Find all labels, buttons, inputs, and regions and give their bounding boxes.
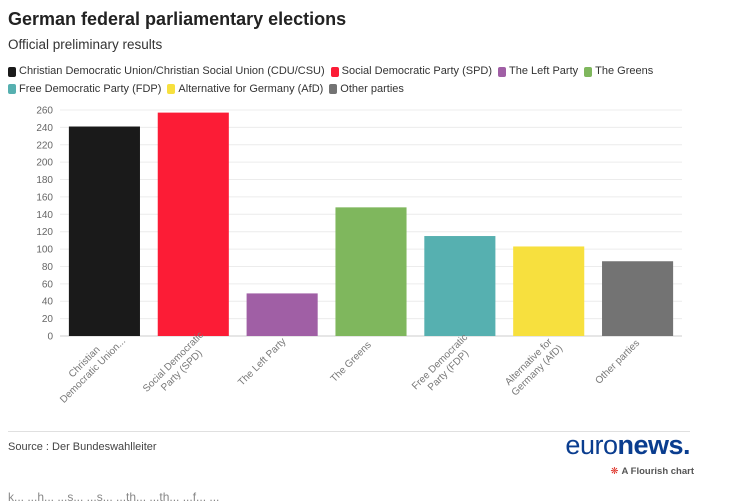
- euronews-logo[interactable]: euronews.: [565, 430, 690, 461]
- legend-item[interactable]: Other parties: [329, 82, 404, 97]
- y-tick-label: 60: [42, 279, 54, 290]
- legend-swatch: [584, 66, 593, 77]
- bar: [157, 112, 229, 336]
- y-tick-label: 260: [36, 106, 53, 117]
- legend-swatch: [167, 84, 176, 94]
- x-tick-label: Other parties: [593, 338, 642, 387]
- legend-label: Free Democratic Party (FDP): [19, 82, 162, 95]
- bar: [246, 293, 318, 336]
- y-tick-label: 80: [42, 262, 54, 273]
- flourish-link[interactable]: ❋ A Flourish chart: [611, 466, 694, 477]
- legend-item[interactable]: Alternative for Germany (AfD): [167, 82, 323, 97]
- legend-item[interactable]: Christian Democratic Union/Christian Soc…: [8, 64, 325, 79]
- logo-light: euro: [565, 430, 618, 460]
- x-tick-label-line: The Greens: [329, 340, 374, 385]
- x-tick-label: The Left Party: [236, 336, 288, 388]
- chart-subtitle: Official preliminary results: [8, 37, 163, 52]
- chart-title: German federal parliamentary elections: [8, 9, 347, 29]
- legend-label: The Left Party: [509, 65, 579, 77]
- x-tick-label: Social DemocraticParty (SPD): [141, 330, 214, 403]
- legend-swatch: [498, 66, 507, 77]
- x-tick-label-line: Other parties: [593, 338, 642, 387]
- bar: [424, 236, 496, 336]
- x-tick-label: Free DemocraticParty (FDP): [410, 332, 479, 401]
- legend-label: The Greens: [595, 65, 654, 77]
- y-tick-label: 160: [36, 192, 53, 203]
- logo-bold: news.: [617, 430, 690, 460]
- y-tick-label: 180: [36, 175, 53, 186]
- source-text: Source : Der Bundeswahlleiter: [8, 441, 157, 453]
- bar-chart: 0 20 40 60 80 100 120 140 160 180 200 220 240 260 Chri…: [36, 106, 682, 406]
- y-tick-label: 100: [36, 245, 53, 256]
- y-tick-label: 140: [36, 210, 53, 221]
- legend: Christian Democratic Union/Christian Soc…: [8, 64, 668, 99]
- legend-swatch: [330, 66, 339, 77]
- legend-item[interactable]: Social Democratic Party (SPD): [330, 64, 493, 79]
- legend-swatch: [8, 66, 16, 77]
- legend-label: Christian Democratic Union/Christian Soc…: [19, 65, 325, 77]
- flourish-label: A Flourish chart: [621, 466, 695, 477]
- y-tick-label: 40: [42, 297, 54, 308]
- legend-swatch: [329, 84, 338, 94]
- y-tick-label: 120: [36, 227, 53, 238]
- legend-item[interactable]: The Left Party: [498, 64, 578, 79]
- x-tick-label: The Greens: [329, 340, 374, 385]
- footer-divider: [8, 431, 690, 432]
- flourish-icon: ❋: [610, 466, 619, 477]
- bar: [513, 246, 585, 336]
- x-tick-label-line: The Left Party: [236, 336, 288, 388]
- y-tick-label: 0: [47, 332, 53, 343]
- legend-swatch: [8, 84, 16, 94]
- article-text-cutoff: k... ...h... ...s... ...s... ...th... ..…: [8, 490, 220, 504]
- legend-item[interactable]: The Greens: [584, 64, 653, 79]
- bar: [602, 261, 674, 336]
- legend-item[interactable]: Free Democratic Party (FDP): [8, 82, 161, 97]
- y-tick-label: 220: [36, 140, 53, 151]
- legend-label: Social Democratic Party (SPD): [341, 65, 493, 77]
- x-tick-label: Alternative forGermany (AfD): [501, 335, 565, 399]
- y-tick-label: 200: [36, 158, 53, 169]
- x-tick-label: ChristianDemocratic Union...: [50, 327, 128, 405]
- y-tick-label: 240: [36, 123, 53, 134]
- legend-label: Alternative for Germany (AfD): [178, 82, 324, 95]
- bar: [335, 207, 407, 336]
- bar: [68, 126, 140, 336]
- y-tick-label: 20: [42, 314, 54, 325]
- legend-label: Other parties: [340, 82, 404, 95]
